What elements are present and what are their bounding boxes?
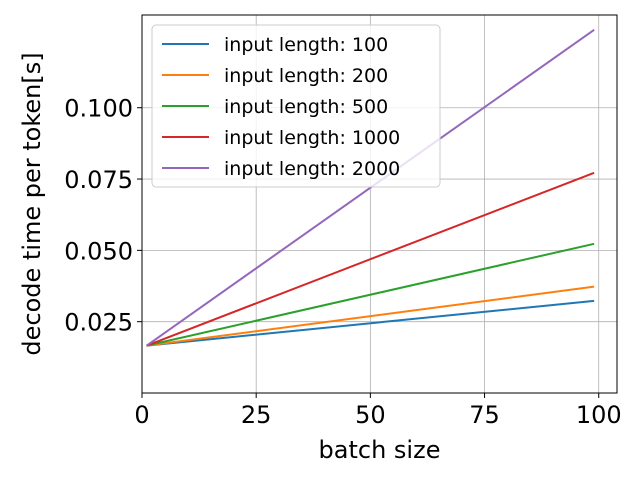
legend-label: input length: 1000	[224, 127, 400, 149]
y-tick-label: 0.025	[64, 309, 133, 337]
x-tick-label: 50	[355, 401, 386, 429]
legend-label: input length: 500	[224, 96, 388, 118]
legend-label: input length: 2000	[224, 158, 400, 180]
x-axis-ticks: 0 25 50 75 100	[134, 393, 622, 429]
x-tick-label: 100	[576, 401, 622, 429]
legend-box	[151, 24, 441, 188]
x-axis-label: batch size	[319, 436, 441, 464]
series-line-0	[146, 299, 595, 347]
y-tick-label: 0.050	[64, 237, 133, 265]
series-line-4	[145, 29, 595, 347]
legend-label: input length: 100	[224, 34, 388, 56]
x-tick-label: 0	[134, 401, 149, 429]
y-tick-label: 0.075	[64, 166, 133, 194]
series-line-3	[146, 171, 595, 347]
y-tick-label: 0.100	[64, 95, 133, 123]
x-tick-label: 75	[469, 401, 500, 429]
series-line-2	[146, 242, 595, 347]
legend: input length: 100 input length: 200 input …	[151, 24, 441, 188]
y-axis-label: decode time per token[s]	[18, 52, 46, 355]
series-line-1	[146, 285, 595, 347]
plot-frame	[141, 14, 618, 394]
x-tick-label: 25	[241, 401, 272, 429]
legend-label: input length: 200	[224, 65, 388, 87]
y-axis-ticks: 0.025 0.050 0.075 0.100	[64, 95, 142, 337]
series-lines	[145, 29, 595, 347]
